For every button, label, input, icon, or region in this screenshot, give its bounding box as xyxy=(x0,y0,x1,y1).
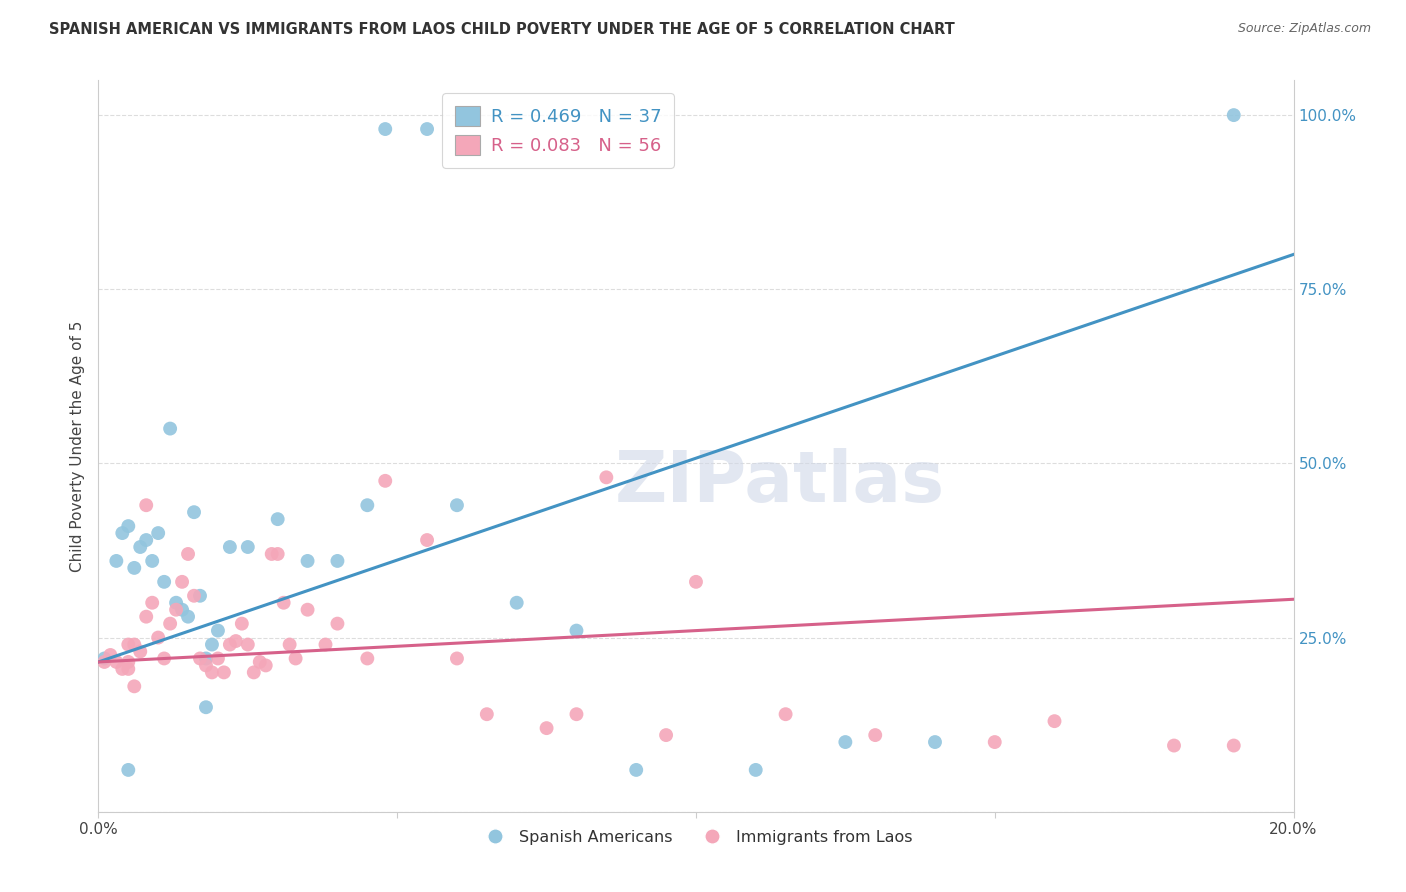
Point xyxy=(124,561,146,575)
Point xyxy=(595,470,617,484)
Point xyxy=(326,616,349,631)
Point xyxy=(565,707,588,722)
Point xyxy=(356,651,378,665)
Point xyxy=(201,638,224,652)
Point xyxy=(165,596,187,610)
Point xyxy=(159,616,181,631)
Y-axis label: Child Poverty Under the Age of 5: Child Poverty Under the Age of 5 xyxy=(69,320,84,572)
Point xyxy=(159,421,181,435)
Point xyxy=(148,631,170,645)
Point xyxy=(188,589,211,603)
Point xyxy=(1223,108,1246,122)
Point xyxy=(135,498,157,512)
Point xyxy=(117,662,139,676)
Point xyxy=(254,658,277,673)
Point xyxy=(117,638,139,652)
Point xyxy=(124,679,146,693)
Point xyxy=(201,665,224,680)
Point xyxy=(148,526,170,541)
Point xyxy=(135,609,157,624)
Point xyxy=(207,651,229,665)
Point xyxy=(111,526,134,541)
Point xyxy=(117,763,139,777)
Point xyxy=(284,651,307,665)
Point xyxy=(141,554,163,568)
Point xyxy=(141,596,163,610)
Point xyxy=(188,651,211,665)
Point xyxy=(195,700,218,714)
Point xyxy=(655,728,678,742)
Point xyxy=(984,735,1007,749)
Point xyxy=(153,651,176,665)
Point xyxy=(225,634,247,648)
Point xyxy=(105,655,128,669)
Point xyxy=(315,638,337,652)
Point xyxy=(374,474,396,488)
Point xyxy=(236,638,259,652)
Point xyxy=(374,122,396,136)
Text: ZIPatlas: ZIPatlas xyxy=(614,448,945,517)
Point xyxy=(111,662,134,676)
Point xyxy=(195,658,218,673)
Point xyxy=(98,648,122,662)
Point xyxy=(865,728,887,742)
Point xyxy=(506,596,529,610)
Point xyxy=(297,603,319,617)
Point xyxy=(207,624,229,638)
Point xyxy=(219,638,242,652)
Point xyxy=(326,554,349,568)
Point xyxy=(924,735,946,749)
Point xyxy=(177,547,200,561)
Point xyxy=(775,707,797,722)
Point xyxy=(416,533,439,547)
Point xyxy=(177,609,200,624)
Point xyxy=(565,624,588,638)
Text: SPANISH AMERICAN VS IMMIGRANTS FROM LAOS CHILD POVERTY UNDER THE AGE OF 5 CORREL: SPANISH AMERICAN VS IMMIGRANTS FROM LAOS… xyxy=(49,22,955,37)
Point xyxy=(297,554,319,568)
Point xyxy=(1223,739,1246,753)
Point xyxy=(195,651,218,665)
Point xyxy=(183,589,205,603)
Point xyxy=(745,763,768,777)
Point xyxy=(129,540,152,554)
Point xyxy=(117,519,139,533)
Point xyxy=(446,651,468,665)
Point xyxy=(172,574,194,589)
Point xyxy=(231,616,253,631)
Point xyxy=(249,655,271,669)
Point xyxy=(124,638,146,652)
Point xyxy=(260,547,283,561)
Point xyxy=(273,596,295,610)
Point xyxy=(267,512,290,526)
Point xyxy=(165,603,187,617)
Point xyxy=(172,603,194,617)
Point xyxy=(446,498,468,512)
Point xyxy=(1163,739,1185,753)
Point xyxy=(93,655,115,669)
Point xyxy=(129,644,152,658)
Point xyxy=(536,721,558,735)
Point xyxy=(236,540,259,554)
Point xyxy=(212,665,235,680)
Point xyxy=(105,554,128,568)
Point xyxy=(416,122,439,136)
Point xyxy=(267,547,290,561)
Point xyxy=(834,735,856,749)
Point xyxy=(243,665,266,680)
Legend: Spanish Americans, Immigrants from Laos: Spanish Americans, Immigrants from Laos xyxy=(472,823,920,851)
Point xyxy=(1043,714,1066,728)
Point xyxy=(183,505,205,519)
Text: Source: ZipAtlas.com: Source: ZipAtlas.com xyxy=(1237,22,1371,36)
Point xyxy=(685,574,707,589)
Point xyxy=(356,498,378,512)
Point xyxy=(117,655,139,669)
Point xyxy=(135,533,157,547)
Point xyxy=(475,707,498,722)
Point xyxy=(153,574,176,589)
Point xyxy=(93,651,115,665)
Point xyxy=(278,638,301,652)
Point xyxy=(626,763,648,777)
Point xyxy=(219,540,242,554)
